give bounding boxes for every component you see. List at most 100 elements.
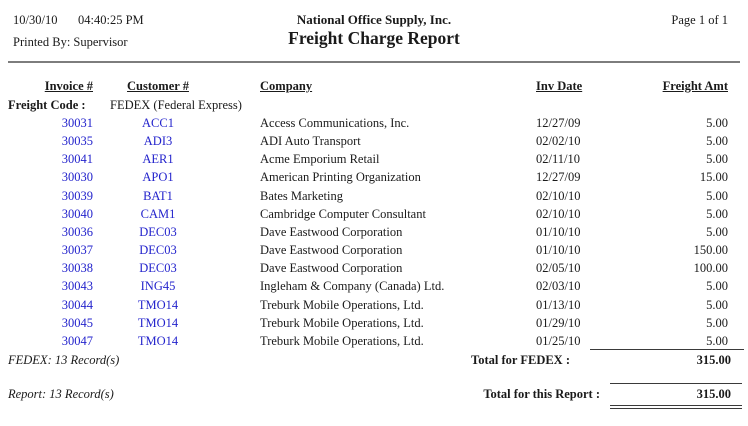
invoice-date-cell: 01/10/10: [536, 224, 581, 239]
company-cell: Dave Eastwood Corporation: [260, 224, 403, 239]
company-cell: Treburk Mobile Operations, Ltd.: [260, 315, 424, 330]
company-name: National Office Supply, Inc.: [296, 12, 452, 27]
table-row: 30036 DEC03 Dave Eastwood Corporation 01…: [0, 223, 748, 241]
table-row: 30040 CAM1 Cambridge Computer Consultant…: [0, 205, 748, 223]
page-indicator: Page 1 of 1: [671, 13, 728, 27]
freight-amount-cell: 100.00: [693, 261, 728, 276]
column-header-customer: Customer #: [127, 79, 189, 93]
company-cell: Bates Marketing: [260, 188, 343, 203]
customer-code-link[interactable]: DEC03: [139, 224, 177, 239]
header-divider: [8, 61, 740, 63]
report-total-double-underline: [610, 405, 742, 409]
print-date: 10/30/10: [13, 13, 58, 27]
invoice-date-cell: 12/27/09: [536, 170, 581, 185]
group-total-value: 315.00: [696, 353, 731, 367]
table-row: 30038 DEC03 Dave Eastwood Corporation 02…: [0, 259, 748, 277]
freight-code-label: Freight Code :: [8, 98, 86, 112]
column-header-invoice: Invoice #: [44, 79, 93, 93]
company-cell: American Printing Organization: [260, 170, 421, 185]
customer-code-link[interactable]: TMO14: [137, 315, 179, 330]
customer-code-link[interactable]: CAM1: [140, 206, 176, 221]
freight-amount-cell: 5.00: [706, 188, 728, 203]
column-header-company: Company: [260, 79, 313, 93]
invoice-number-link[interactable]: 30043: [61, 279, 93, 294]
freight-code-value: FEDEX (Federal Express): [110, 98, 242, 112]
company-cell: ADI Auto Transport: [260, 134, 361, 149]
invoice-date-cell: 02/02/10: [536, 134, 581, 149]
company-cell: Treburk Mobile Operations, Ltd.: [260, 297, 424, 312]
printed-by: Printed By: Supervisor: [13, 35, 128, 49]
freight-amount-cell: 15.00: [699, 170, 728, 185]
invoice-number-link[interactable]: 30040: [61, 206, 93, 221]
customer-code-link[interactable]: APO1: [142, 170, 174, 185]
report-total-label: Total for this Report :: [483, 387, 600, 401]
report-total-value: 315.00: [696, 387, 731, 401]
invoice-number-link[interactable]: 30041: [61, 152, 93, 167]
invoice-date-cell: 02/03/10: [536, 279, 581, 294]
company-cell: Access Communications, Inc.: [260, 116, 410, 130]
group-total-rule: [590, 349, 744, 350]
table-row: 30044 TMO14 Treburk Mobile Operations, L…: [0, 296, 748, 314]
table-row: 30030 APO1 American Printing Organizatio…: [0, 168, 748, 186]
customer-code-link[interactable]: DEC03: [139, 243, 177, 258]
invoice-date-cell: 02/05/10: [536, 261, 581, 276]
group-total-label: Total for FEDEX :: [471, 353, 570, 367]
table-row: 30047 TMO14 Treburk Mobile Operations, L…: [0, 332, 748, 350]
report-rows: 30031 ACC1 Access Communications, Inc. 1…: [0, 114, 748, 350]
freight-amount-cell: 5.00: [706, 333, 728, 348]
company-cell: Treburk Mobile Operations, Ltd.: [260, 333, 424, 348]
company-cell: Dave Eastwood Corporation: [260, 261, 403, 276]
invoice-date-cell: 02/10/10: [536, 206, 581, 221]
column-header-freight-amt: Freight Amt: [662, 79, 728, 93]
company-cell: Dave Eastwood Corporation: [260, 243, 403, 258]
freight-amount-cell: 5.00: [706, 134, 728, 149]
invoice-number-link[interactable]: 30045: [61, 315, 93, 330]
company-cell: Acme Emporium Retail: [260, 152, 380, 167]
table-row: 30031 ACC1 Access Communications, Inc. 1…: [0, 114, 748, 132]
invoice-number-link[interactable]: 30037: [61, 243, 93, 258]
invoice-number-link[interactable]: 30047: [61, 333, 93, 348]
invoice-number-link[interactable]: 30039: [61, 188, 93, 203]
customer-code-link[interactable]: ACC1: [142, 116, 174, 130]
customer-code-link[interactable]: ADI3: [143, 134, 173, 149]
group-record-count: FEDEX: 13 Record(s): [8, 353, 120, 367]
customer-code-link[interactable]: TMO14: [137, 333, 179, 348]
invoice-date-cell: 01/13/10: [536, 297, 581, 312]
customer-code-link[interactable]: ING45: [140, 279, 176, 294]
column-header-inv-date: Inv Date: [536, 79, 583, 93]
customer-code-link[interactable]: DEC03: [139, 261, 177, 276]
report-record-count: Report: 13 Record(s): [8, 387, 114, 401]
customer-code-link[interactable]: TMO14: [137, 297, 179, 312]
invoice-date-cell: 12/27/09: [536, 116, 581, 130]
table-row: 30037 DEC03 Dave Eastwood Corporation 01…: [0, 241, 748, 259]
print-time: 04:40:25 PM: [78, 13, 144, 27]
table-row: 30041 AER1 Acme Emporium Retail 02/11/10…: [0, 150, 748, 168]
freight-amount-cell: 5.00: [706, 116, 728, 130]
freight-amount-cell: 5.00: [706, 206, 728, 221]
customer-code-link[interactable]: BAT1: [143, 188, 173, 203]
freight-amount-cell: 5.00: [706, 279, 728, 294]
invoice-number-link[interactable]: 30036: [61, 224, 93, 239]
invoice-date-cell: 02/10/10: [536, 188, 581, 203]
freight-amount-cell: 150.00: [693, 243, 728, 258]
table-row: 30045 TMO14 Treburk Mobile Operations, L…: [0, 314, 748, 332]
report-total-rule: [610, 383, 742, 384]
invoice-date-cell: 02/11/10: [536, 152, 580, 167]
freight-amount-cell: 5.00: [706, 297, 728, 312]
invoice-number-link[interactable]: 30044: [61, 297, 93, 312]
invoice-number-link[interactable]: 30035: [61, 134, 93, 149]
company-cell: Ingleham & Company (Canada) Ltd.: [260, 279, 445, 294]
invoice-number-link[interactable]: 30038: [61, 261, 93, 276]
invoice-date-cell: 01/29/10: [536, 315, 581, 330]
table-row: 30039 BAT1 Bates Marketing 02/10/10 5.00: [0, 187, 748, 205]
freight-amount-cell: 5.00: [706, 315, 728, 330]
invoice-number-link[interactable]: 30031: [61, 116, 93, 130]
invoice-number-link[interactable]: 30030: [61, 170, 93, 185]
table-row: 30035 ADI3 ADI Auto Transport 02/02/10 5…: [0, 132, 748, 150]
table-row: 30043 ING45 Ingleham & Company (Canada) …: [0, 277, 748, 295]
report-title: Freight Charge Report: [288, 28, 460, 48]
freight-amount-cell: 5.00: [706, 152, 728, 167]
invoice-date-cell: 01/10/10: [536, 243, 581, 258]
customer-code-link[interactable]: AER1: [142, 152, 174, 167]
